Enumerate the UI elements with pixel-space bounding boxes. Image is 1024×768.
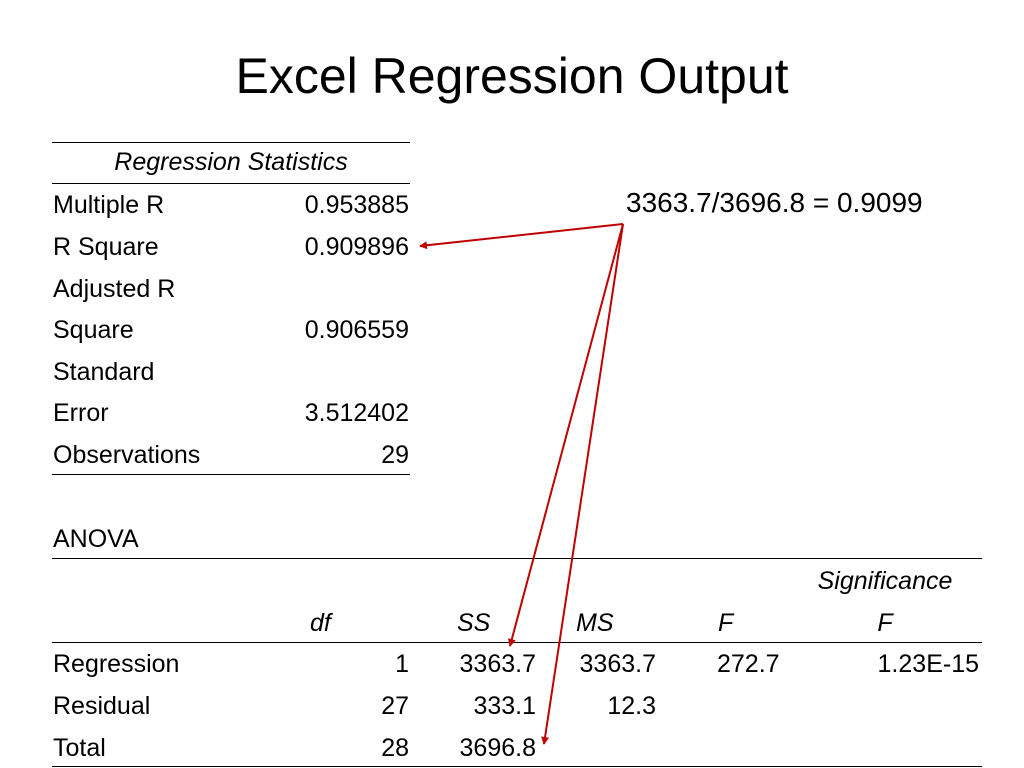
ss-cell: 3363.7: [459, 650, 536, 678]
df-cell: 27: [381, 692, 409, 720]
stat-label-adjusted-r-square-line2: Square: [53, 316, 134, 344]
df-cell: 1: [395, 650, 409, 678]
arrow-to-r-square: [419, 223, 624, 250]
anova-label: ANOVA: [53, 525, 139, 553]
stat-label-r-square: R Square: [53, 233, 159, 261]
ms-cell: 12.3: [607, 692, 656, 720]
stat-value-observations: 29: [381, 441, 409, 469]
slide-title: Excel Regression Output: [235, 48, 789, 104]
source-label: Residual: [53, 692, 151, 720]
ms-cell: 3363.7: [579, 650, 656, 678]
f-cell: 272.7: [717, 650, 780, 678]
header-significance-f-line1: Significance: [817, 567, 953, 595]
anova-bottom-rule: [52, 766, 982, 767]
table-top-rule: [52, 142, 410, 143]
anova-top-rule: [52, 558, 982, 559]
ss-cell: 333.1: [473, 692, 536, 720]
header-rule: [52, 183, 410, 184]
header-ms: MS: [576, 609, 614, 637]
stat-label-observations: Observations: [53, 441, 201, 469]
ss-cell: 3696.8: [459, 734, 536, 762]
source-label: Regression: [53, 650, 180, 678]
arrow-to-total-ss: [541, 223, 624, 745]
stat-value-multiple-r: 0.953885: [304, 191, 409, 219]
stat-value-standard-error: 3.512402: [304, 399, 409, 427]
source-label: Total: [53, 734, 106, 762]
header-ss: SS: [457, 609, 491, 637]
stat-label-multiple-r: Multiple R: [53, 191, 165, 219]
header-df: df: [310, 609, 331, 637]
arrow-to-regression-ss: [507, 223, 624, 647]
stat-label-standard-error-line1: Standard: [53, 358, 155, 386]
table-bottom-rule: [52, 474, 410, 475]
regression-statistics-header: Regression Statistics: [114, 148, 348, 176]
sigf-cell: 1.23E-15: [877, 650, 979, 678]
stat-label-adjusted-r-square-line1: Adjusted R: [53, 275, 176, 303]
header-f: F: [718, 609, 734, 637]
stat-value-r-square: 0.909896: [304, 233, 409, 261]
stat-value-adjusted-r-square: 0.906559: [304, 316, 409, 344]
r-square-calculation: 3363.7/3696.8 = 0.9099: [626, 187, 923, 218]
stat-label-standard-error-line2: Error: [53, 399, 109, 427]
anova-header-rule: [52, 642, 982, 643]
df-cell: 28: [381, 734, 409, 762]
header-significance-f-line2: F: [877, 609, 893, 637]
